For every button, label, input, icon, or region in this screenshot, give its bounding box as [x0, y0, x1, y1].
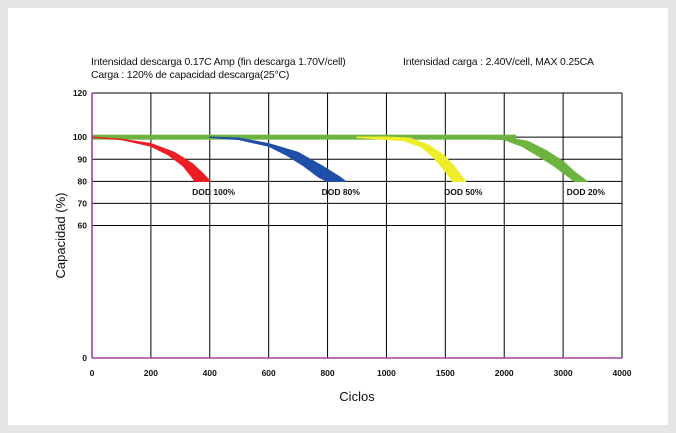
chart-subheader: Carga : 120% de capacidad descarga(25°C) — [91, 69, 290, 81]
x-tick-label: 1500 — [436, 368, 455, 378]
x-tick-label: 200 — [144, 368, 158, 378]
x-tick-label: 0 — [90, 368, 95, 378]
series-band-dod-20- — [444, 136, 588, 183]
y-tick-label: 120 — [73, 88, 87, 98]
x-tick-label: 800 — [320, 368, 334, 378]
x-tick-label: 2000 — [495, 368, 514, 378]
x-tick-label: 4000 — [613, 368, 632, 378]
y-tick-label: 0 — [82, 353, 87, 363]
x-axis-title: Ciclos — [339, 389, 375, 404]
chart-canvas: 0 200 400 600 800 1000 1500 2000 3000 4000 0 60 70 80… — [53, 88, 632, 404]
grid-layer — [92, 92, 623, 358]
series-band-dod-50- — [356, 136, 467, 183]
x-tick-label: 1000 — [377, 368, 396, 378]
x-tick-label: 400 — [203, 368, 217, 378]
x-tick-label: 600 — [262, 368, 276, 378]
chart-figure: Intensidad descarga 0.17C Amp (fin desca… — [8, 8, 668, 425]
series-label-dod-20-: DOD 20% — [567, 187, 606, 197]
y-tick-label: 70 — [78, 198, 88, 208]
chart-header-right: Intensidad carga : 2.40V/cell, MAX 0.25C… — [403, 56, 594, 68]
top-band-100 — [92, 134, 516, 140]
series-label-dod-80-: DOD 80% — [322, 187, 361, 197]
x-tick-label: 3000 — [554, 368, 573, 378]
label-layer: 0 200 400 600 800 1000 1500 2000 3000 4000 0 60 70 80… — [53, 88, 632, 404]
series-band-dod-80- — [209, 136, 346, 183]
series-band-dod-100- — [91, 136, 211, 183]
chart-header-left: Intensidad descarga 0.17C Amp (fin desca… — [91, 56, 346, 68]
y-axis-title: Capacidad (%) — [53, 193, 68, 279]
series-label-dod-50-: DOD 50% — [444, 187, 483, 197]
y-tick-label: 100 — [73, 132, 87, 142]
series-label-dod-100-: DOD 100% — [192, 187, 235, 197]
y-tick-label: 90 — [78, 154, 88, 164]
y-tick-label: 80 — [78, 176, 88, 186]
series-layer — [91, 134, 588, 183]
y-tick-label: 60 — [78, 221, 88, 231]
axis-layer — [91, 93, 622, 359]
